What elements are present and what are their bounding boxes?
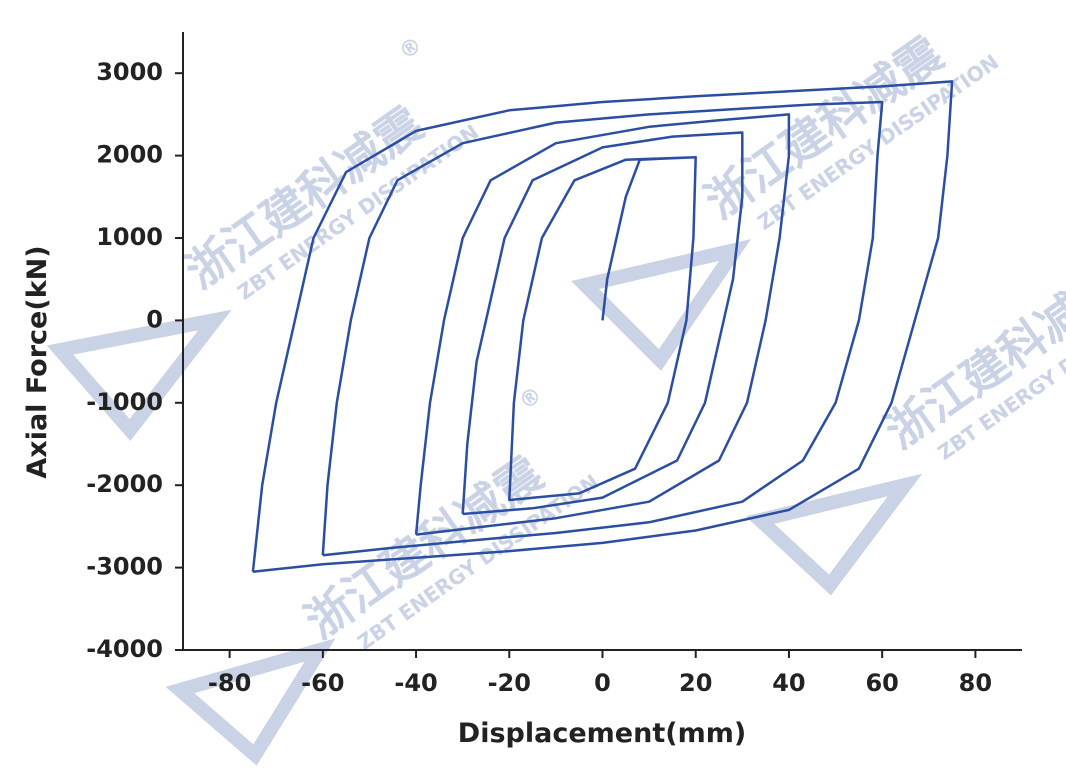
x-tick-label: -60 [301, 669, 344, 697]
y-axis-title: Axial Force(kN) [22, 245, 53, 478]
x-tick-label: 40 [772, 669, 805, 697]
x-tick-label: 60 [865, 669, 898, 697]
hysteresis-loop [321, 100, 884, 557]
watermark-mark: ® [515, 382, 547, 415]
x-tick-label: -80 [208, 669, 251, 697]
hysteresis-loop [251, 80, 954, 573]
y-tick-label: 3000 [96, 58, 163, 86]
watermark-logo [745, 473, 923, 596]
watermark-logo [571, 239, 751, 371]
x-axis-title: Displacement(mm) [458, 718, 746, 749]
watermark-mark: ® [395, 32, 427, 65]
x-tick-label: 80 [959, 669, 992, 697]
watermark-logo [46, 309, 232, 442]
y-tick-label: -4000 [86, 635, 163, 663]
y-tick-label: -3000 [86, 553, 163, 581]
y-tick-label: 2000 [96, 141, 163, 169]
x-tick-label: 20 [679, 669, 712, 697]
watermark-logo [165, 638, 336, 766]
y-tick-label: 0 [146, 305, 163, 333]
y-tick-label: -1000 [86, 388, 163, 416]
hysteresis-loop [461, 131, 744, 516]
x-tick-label: 0 [594, 669, 611, 697]
watermark: 浙江建科减震 ZBT ENERGY DISSIPATION ® 浙江建科减震 Z… [46, 26, 1066, 766]
x-tick-label: -40 [394, 669, 437, 697]
hysteresis-loop [508, 155, 697, 502]
y-tick-label: -2000 [86, 470, 163, 498]
y-tick-label: 1000 [96, 223, 163, 251]
hysteresis-loop [414, 113, 791, 536]
x-tick-label: -20 [488, 669, 531, 697]
